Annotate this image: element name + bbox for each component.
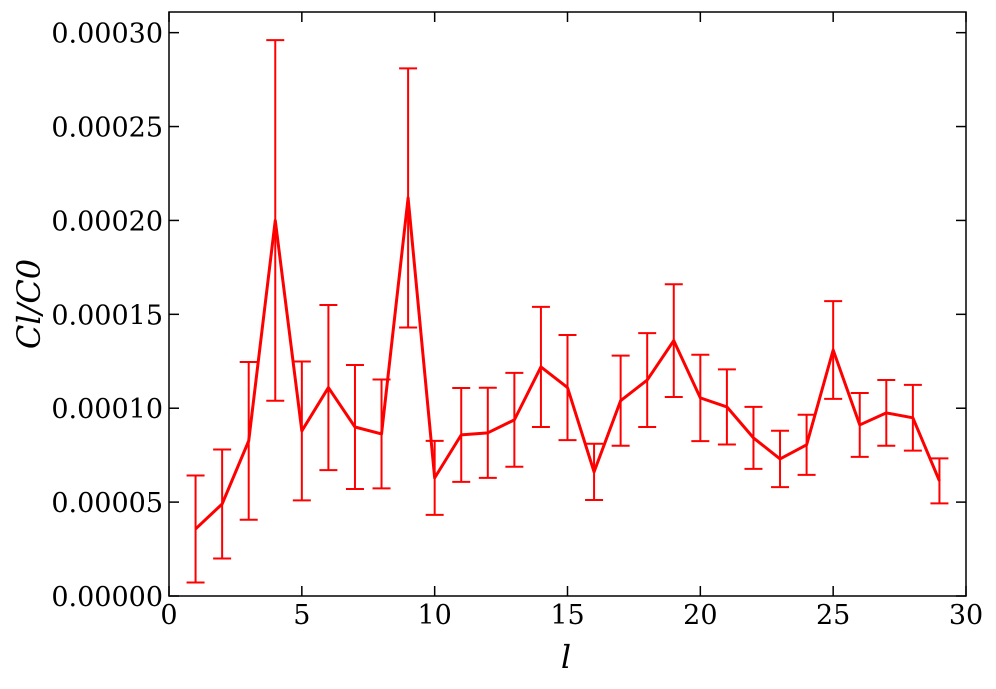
x-tick-label: 15 [550,600,584,631]
y-tick-label: 0.00000 [51,582,163,613]
x-axis-label: l [561,638,571,676]
x-tick-label: 30 [949,600,983,631]
plot-frame [168,11,967,597]
y-tick-label: 0.00025 [51,113,163,144]
data-line [194,196,941,531]
y-tick-label: 0.00010 [51,394,163,425]
y-tick-label: 0.00030 [51,19,163,50]
x-tick-label: 25 [816,600,850,631]
y-tick-label: 0.00005 [51,488,163,519]
x-tick-label: 10 [417,600,451,631]
x-tick-label: 0 [160,600,177,631]
x-tick-label: 20 [683,600,717,631]
y-tick-label: 0.00020 [51,206,163,237]
y-tick-label: 0.00015 [51,300,163,331]
y-axis-label: Cl/C0 [10,259,48,349]
x-tick-label: 5 [293,600,310,631]
